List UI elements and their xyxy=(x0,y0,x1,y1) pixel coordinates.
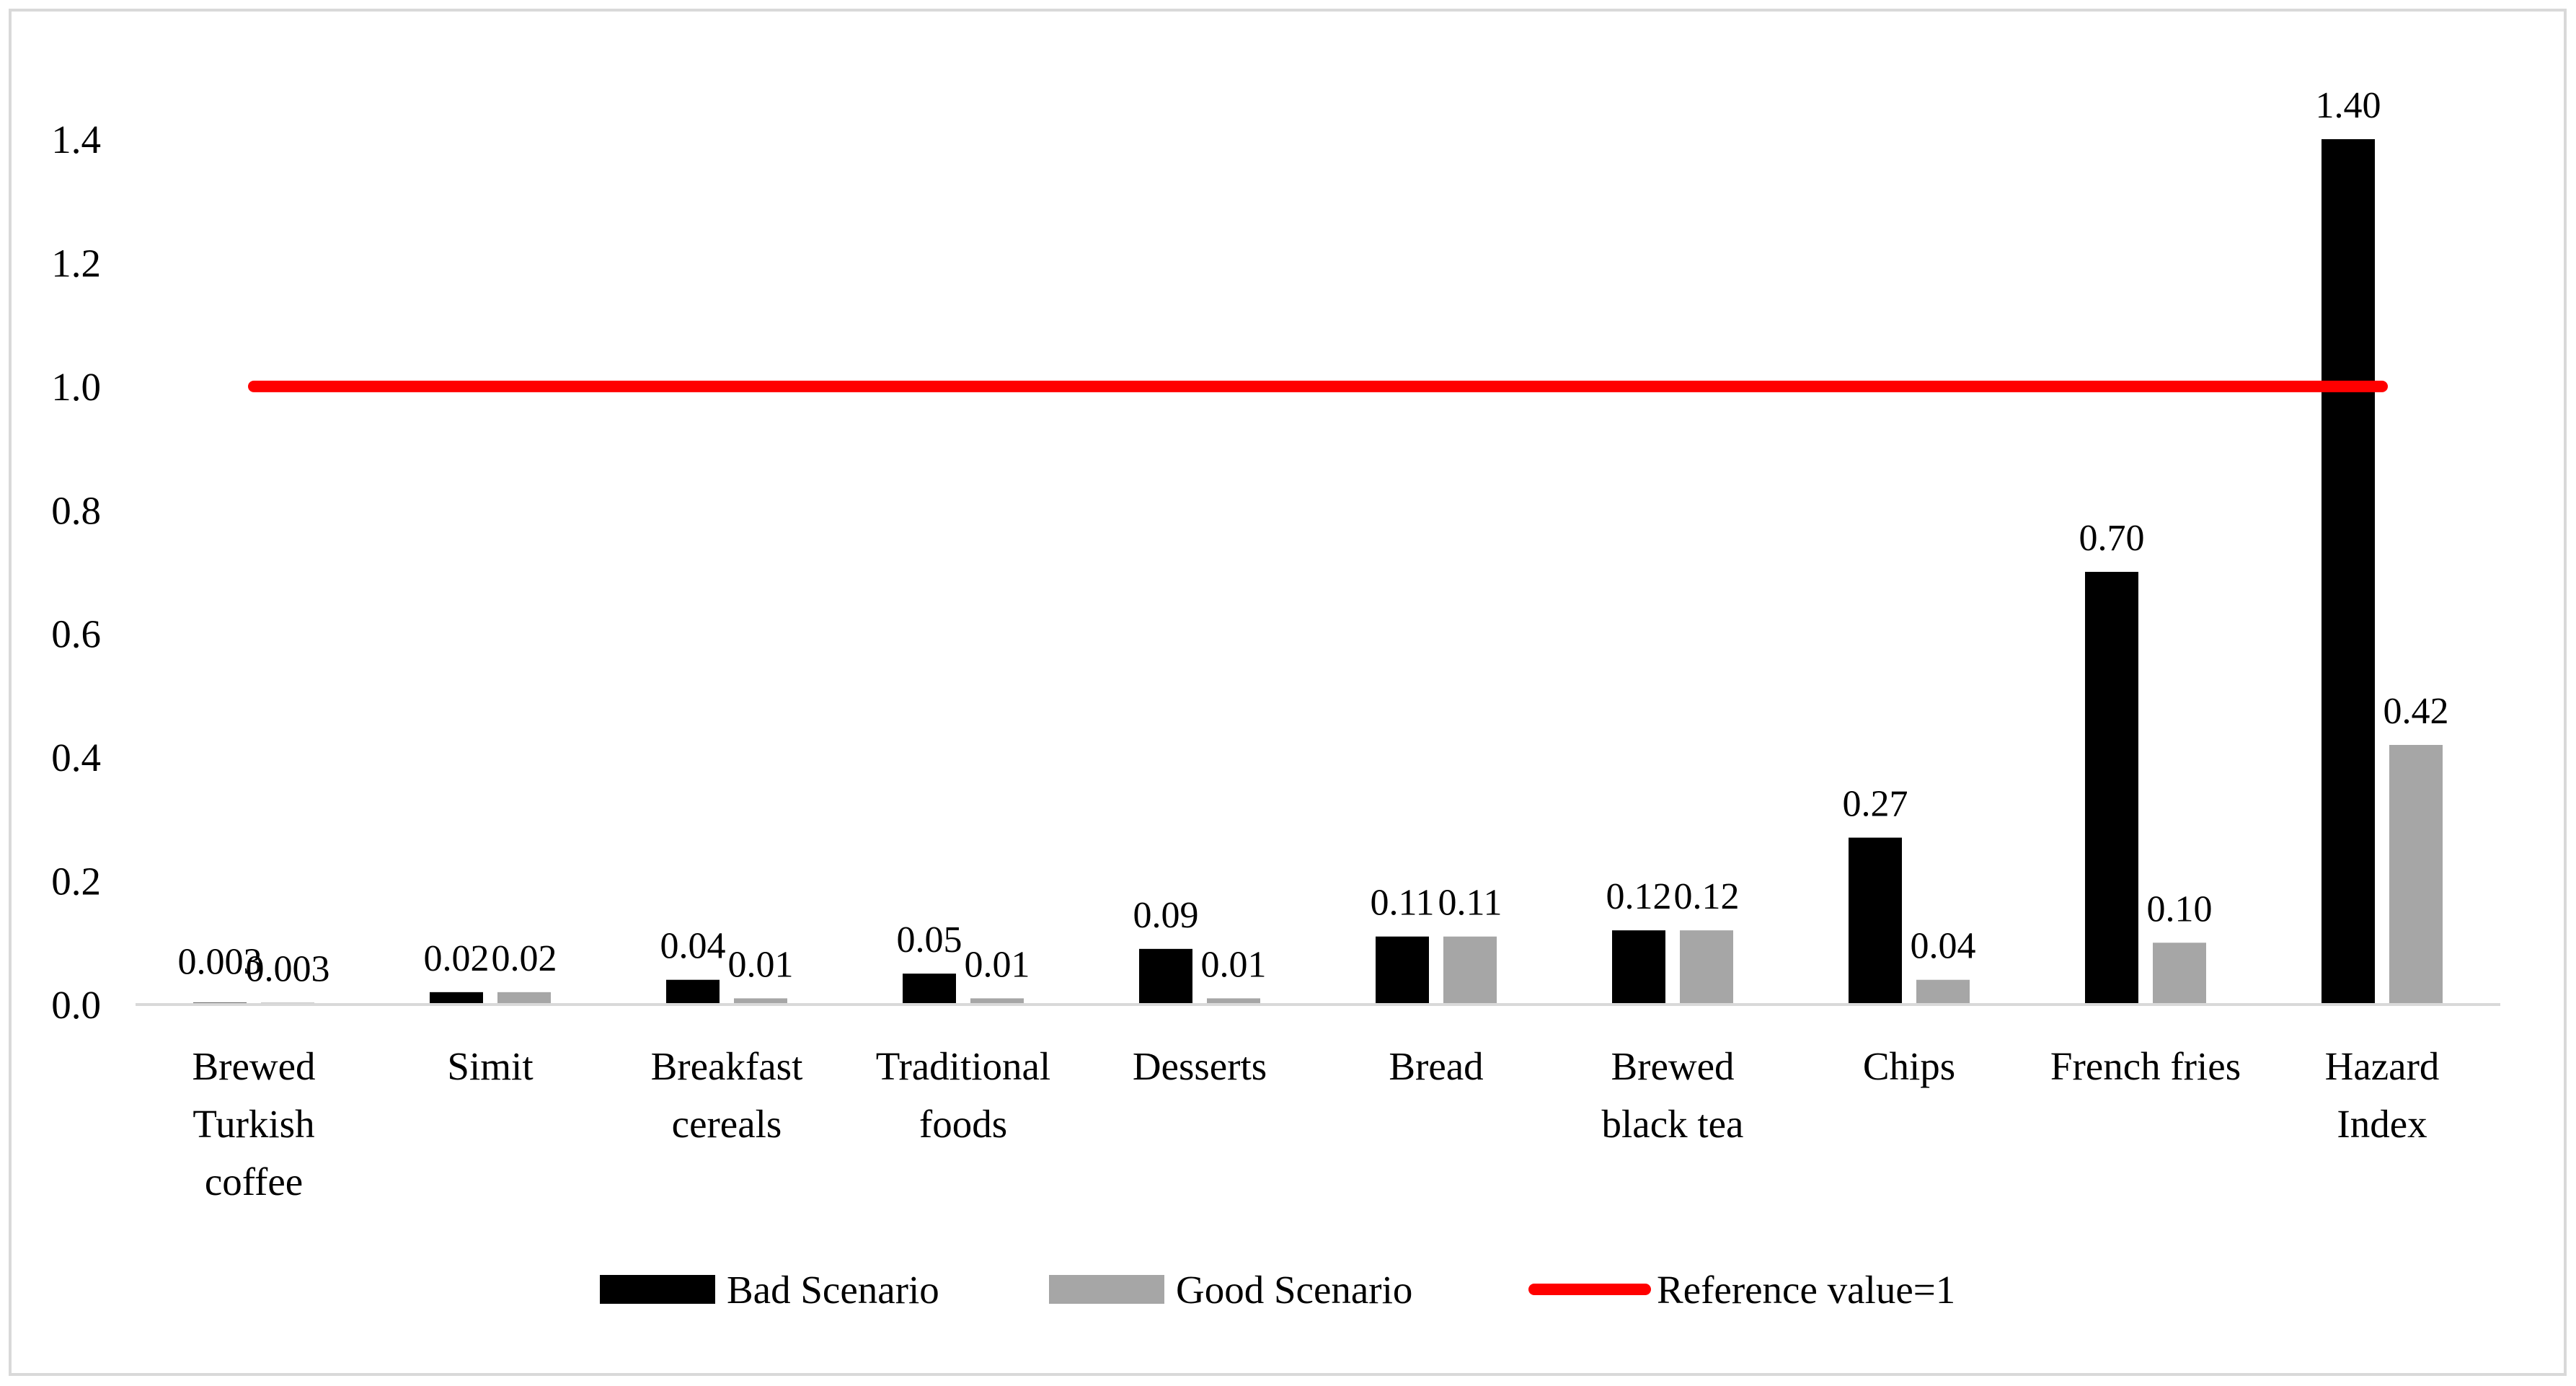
x-category-label: Brewed Turkish coffee xyxy=(192,1044,315,1204)
y-tick-label: 0.4 xyxy=(51,736,101,780)
data-label: 0.02 xyxy=(424,938,490,979)
y-tick-label: 0.0 xyxy=(51,983,101,1027)
legend-label-reference: Reference value=1 xyxy=(1657,1268,1955,1312)
bar-good xyxy=(970,998,1024,1005)
data-label: 0.09 xyxy=(1133,895,1199,936)
y-tick-label: 1.4 xyxy=(51,118,101,162)
bar-bad xyxy=(903,974,956,1005)
bar-bad xyxy=(1139,948,1192,1005)
bar-good xyxy=(734,998,787,1005)
y-axis: 0.0 0.2 0.4 0.6 0.8 1.0 1.2 1.4 xyxy=(51,118,101,1027)
bar-good xyxy=(1680,930,1733,1005)
x-category-label-line: coffee xyxy=(205,1160,303,1204)
x-category-label-line: Turkish xyxy=(192,1102,314,1146)
data-label: 0.04 xyxy=(660,926,726,967)
data-label: 0.04 xyxy=(1911,926,1976,967)
bar-good xyxy=(1916,979,1970,1005)
data-label: 0.01 xyxy=(728,944,794,985)
bar-good xyxy=(2153,943,2206,1005)
bar-bad xyxy=(2085,572,2138,1005)
data-label: 1.40 xyxy=(2316,85,2381,126)
x-category-label-line: Hazard xyxy=(2325,1044,2440,1088)
x-category-label-line: Simit xyxy=(447,1044,533,1088)
x-category-label-line: Traditional xyxy=(876,1044,1050,1088)
x-category-label: Desserts xyxy=(1133,1044,1267,1088)
x-category-label: Breakfast cereals xyxy=(651,1044,803,1146)
y-tick-label: 0.8 xyxy=(51,488,101,532)
y-tick-label: 0.2 xyxy=(51,860,101,904)
x-category-label: Hazard Index xyxy=(2325,1044,2440,1146)
legend-swatch-good xyxy=(1049,1275,1164,1304)
x-category-label: French fries xyxy=(2050,1044,2241,1088)
bar-bad xyxy=(430,992,483,1005)
x-category-label: Traditional foods xyxy=(876,1044,1050,1146)
bar-good xyxy=(497,992,551,1005)
data-label: 0.11 xyxy=(1438,883,1502,924)
data-label: 0.01 xyxy=(965,944,1030,985)
x-category-label: Simit xyxy=(447,1044,533,1088)
x-axis: Brewed Turkish coffee Simit Breakfast cereals… xyxy=(136,1003,2500,1204)
x-category-label-line: Bread xyxy=(1389,1044,1483,1088)
bar-bad xyxy=(1376,936,1429,1005)
x-category-label: Bread xyxy=(1389,1044,1483,1088)
chart-frame xyxy=(9,9,2567,1376)
x-category-label-line: black tea xyxy=(1602,1102,1744,1146)
data-label: 0.10 xyxy=(2147,888,2213,930)
legend-swatch-bad xyxy=(600,1275,715,1304)
x-category-label-line: Brewed xyxy=(192,1044,315,1088)
bar-bad xyxy=(666,979,720,1005)
bar-good xyxy=(1443,936,1497,1005)
data-label: 0.02 xyxy=(492,938,557,979)
data-label: 0.27 xyxy=(1843,784,1908,825)
bar-bad xyxy=(1612,930,1665,1005)
bar-good xyxy=(2389,745,2443,1005)
x-category-label-line: foods xyxy=(919,1102,1007,1146)
legend-label-good: Good Scenario xyxy=(1176,1268,1412,1312)
x-category-label: Brewed black tea xyxy=(1602,1044,1744,1146)
x-category-label-line: cereals xyxy=(672,1102,782,1146)
x-category-label-line: Desserts xyxy=(1133,1044,1267,1088)
x-category-label-line: Breakfast xyxy=(651,1044,803,1088)
legend: Bad Scenario Good Scenario Reference value… xyxy=(600,1268,1955,1312)
x-category-label-line: Brewed xyxy=(1611,1044,1734,1088)
bars xyxy=(193,139,2443,1005)
bar-good xyxy=(1207,998,1260,1005)
data-label: 0.11 xyxy=(1370,883,1434,924)
data-label: 0.003 xyxy=(178,941,262,982)
data-label: 0.12 xyxy=(1606,876,1672,917)
data-label: 0.05 xyxy=(897,919,962,961)
data-label: 0.42 xyxy=(2384,691,2449,732)
bar-bad xyxy=(1849,837,1902,1005)
data-label: 0.70 xyxy=(2079,518,2145,559)
y-tick-label: 0.6 xyxy=(51,612,101,656)
data-label: 0.003 xyxy=(246,948,330,989)
bar-bad xyxy=(2322,139,2375,1005)
data-label: 0.01 xyxy=(1201,944,1267,985)
x-category-label-line: Chips xyxy=(1863,1044,1955,1088)
x-category-label: Chips xyxy=(1863,1044,1955,1088)
y-tick-label: 1.2 xyxy=(51,241,101,285)
x-category-label-line: French fries xyxy=(2050,1044,2241,1088)
legend-label-bad: Bad Scenario xyxy=(727,1268,939,1312)
x-category-label-line: Index xyxy=(2337,1102,2427,1146)
y-tick-label: 1.0 xyxy=(51,365,101,409)
data-label: 0.12 xyxy=(1674,876,1740,917)
